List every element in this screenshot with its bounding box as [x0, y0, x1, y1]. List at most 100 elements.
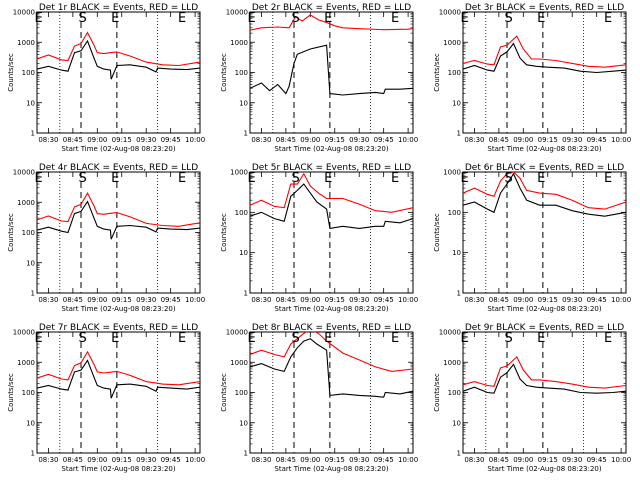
x-tick-label: 09:30	[136, 136, 156, 144]
interval-marker: E	[111, 11, 119, 26]
x-tick-label: 09:45	[374, 296, 394, 304]
interval-marker: E	[391, 331, 399, 346]
x-tick-label: 08:45	[276, 296, 296, 304]
series-events-line	[37, 39, 200, 80]
interval-marker: S	[505, 331, 513, 346]
interval-marker: E	[461, 331, 469, 346]
y-tick-label: 1	[244, 290, 248, 298]
y-tick-label: 1000	[230, 39, 248, 47]
y-tick-label: 1	[31, 450, 35, 458]
y-tick-label: 1000	[230, 169, 248, 177]
panel-title: Det 6r BLACK = Events, RED = LLD	[465, 163, 624, 173]
x-tick-label: 08:30	[464, 296, 484, 304]
interval-marker: E	[537, 11, 545, 26]
plot-frame	[249, 171, 414, 294]
y-tick-label: 1000	[443, 169, 461, 177]
y-tick-label: 10000	[439, 9, 461, 17]
x-tick-label: 09:00	[300, 296, 320, 304]
panel-title: Det 8r BLACK = Events, RED = LLD	[252, 323, 411, 333]
interval-marker: E	[604, 11, 612, 26]
x-tick-label: 09:00	[87, 296, 107, 304]
interval-marker: S	[292, 11, 300, 26]
y-axis-label: Counts/sec	[433, 373, 441, 412]
x-tick-label: 09:30	[349, 456, 369, 464]
y-tick-label: 1	[457, 130, 461, 138]
x-tick-label: 09:00	[513, 296, 533, 304]
y-tick-label: 10000	[226, 329, 248, 337]
interval-marker: S	[505, 171, 513, 186]
interval-marker: E	[391, 171, 399, 186]
y-tick-label: 1	[31, 130, 35, 138]
series-events-line	[463, 42, 626, 74]
x-tick-label: 08:45	[276, 136, 296, 144]
x-tick-label: 08:30	[251, 456, 271, 464]
panel-title: Det 5r BLACK = Events, RED = LLD	[252, 163, 411, 173]
x-axis-label: Start Time (02-Aug-08 08:23:20)	[274, 305, 388, 313]
panel-title: Det 2r BLACK = Events, RED = LLD	[252, 3, 411, 13]
interval-marker: E	[35, 171, 43, 186]
y-tick-label: 1000	[17, 39, 35, 47]
y-tick-label: 1000	[443, 359, 461, 367]
x-tick-label: 10:00	[611, 136, 631, 144]
x-tick-label: 10:00	[185, 136, 205, 144]
x-tick-label: 09:00	[300, 456, 320, 464]
series-events-line	[250, 338, 413, 398]
interval-marker: E	[324, 331, 332, 346]
interval-marker: E	[537, 331, 545, 346]
series-lld-line	[37, 350, 200, 386]
series-lld-line	[37, 191, 200, 227]
y-tick-label: 10	[26, 259, 35, 267]
panel-7: Det 7r BLACK = Events, RED = LLD 1 10 100 10…	[7, 323, 205, 473]
interval-marker: S	[505, 11, 513, 26]
interval-marker: E	[178, 11, 186, 26]
interval-marker: E	[111, 171, 119, 186]
x-tick-label: 10:00	[398, 296, 418, 304]
x-axis-label: Start Time (02-Aug-08 08:23:20)	[61, 305, 175, 313]
y-tick-label: 100	[448, 389, 461, 397]
x-tick-label: 08:30	[38, 456, 58, 464]
y-axis-label: Counts/sec	[220, 53, 228, 92]
interval-marker: E	[248, 11, 256, 26]
series-lld-line	[250, 332, 413, 372]
x-tick-label: 09:45	[587, 136, 607, 144]
y-tick-label: 10	[452, 99, 461, 107]
interval-marker: S	[79, 331, 87, 346]
x-tick-label: 09:15	[112, 296, 132, 304]
y-tick-label: 1000	[17, 359, 35, 367]
x-axis-label: Start Time (02-Aug-08 08:23:20)	[274, 465, 388, 473]
interval-marker: E	[35, 331, 43, 346]
x-tick-label: 08:30	[38, 136, 58, 144]
panel-9: Det 9r BLACK = Events, RED = LLD 1 10 100 10…	[433, 323, 631, 473]
y-tick-label: 1	[244, 130, 248, 138]
panel-title: Det 3r BLACK = Events, RED = LLD	[465, 3, 624, 13]
x-tick-label: 08:45	[63, 456, 83, 464]
panel-8: Det 8r BLACK = Events, RED = LLD 1 10 100 10…	[220, 323, 418, 473]
x-tick-label: 09:15	[112, 456, 132, 464]
series-lld-line	[250, 172, 413, 213]
plot-frame	[36, 11, 201, 134]
x-axis-label: Start Time (02-Aug-08 08:23:20)	[487, 465, 601, 473]
x-tick-label: 09:00	[513, 136, 533, 144]
y-tick-label: 100	[448, 69, 461, 77]
interval-marker: E	[324, 11, 332, 26]
interval-marker: S	[292, 171, 300, 186]
panel-5: Det 5r BLACK = Events, RED = LLD 1 10 100 10…	[220, 163, 418, 313]
y-tick-label: 1	[457, 450, 461, 458]
x-tick-label: 08:45	[489, 296, 509, 304]
panel-4: Det 4r BLACK = Events, RED = LLD 1 10 100 10…	[7, 163, 205, 313]
panel-3: Det 3r BLACK = Events, RED = LLD 1 10 100 10…	[433, 3, 631, 153]
y-tick-label: 10	[239, 99, 248, 107]
series-events-line	[37, 200, 200, 240]
x-tick-label: 08:30	[38, 296, 58, 304]
panel-title: Det 4r BLACK = Events, RED = LLD	[39, 163, 198, 173]
y-tick-label: 1000	[443, 39, 461, 47]
x-tick-label: 08:45	[489, 456, 509, 464]
x-tick-label: 09:15	[325, 136, 345, 144]
x-tick-label: 10:00	[185, 456, 205, 464]
x-tick-label: 10:00	[398, 456, 418, 464]
y-tick-label: 10000	[13, 9, 35, 17]
y-tick-label: 100	[22, 389, 35, 397]
x-tick-label: 09:15	[538, 456, 558, 464]
interval-marker: E	[537, 171, 545, 186]
